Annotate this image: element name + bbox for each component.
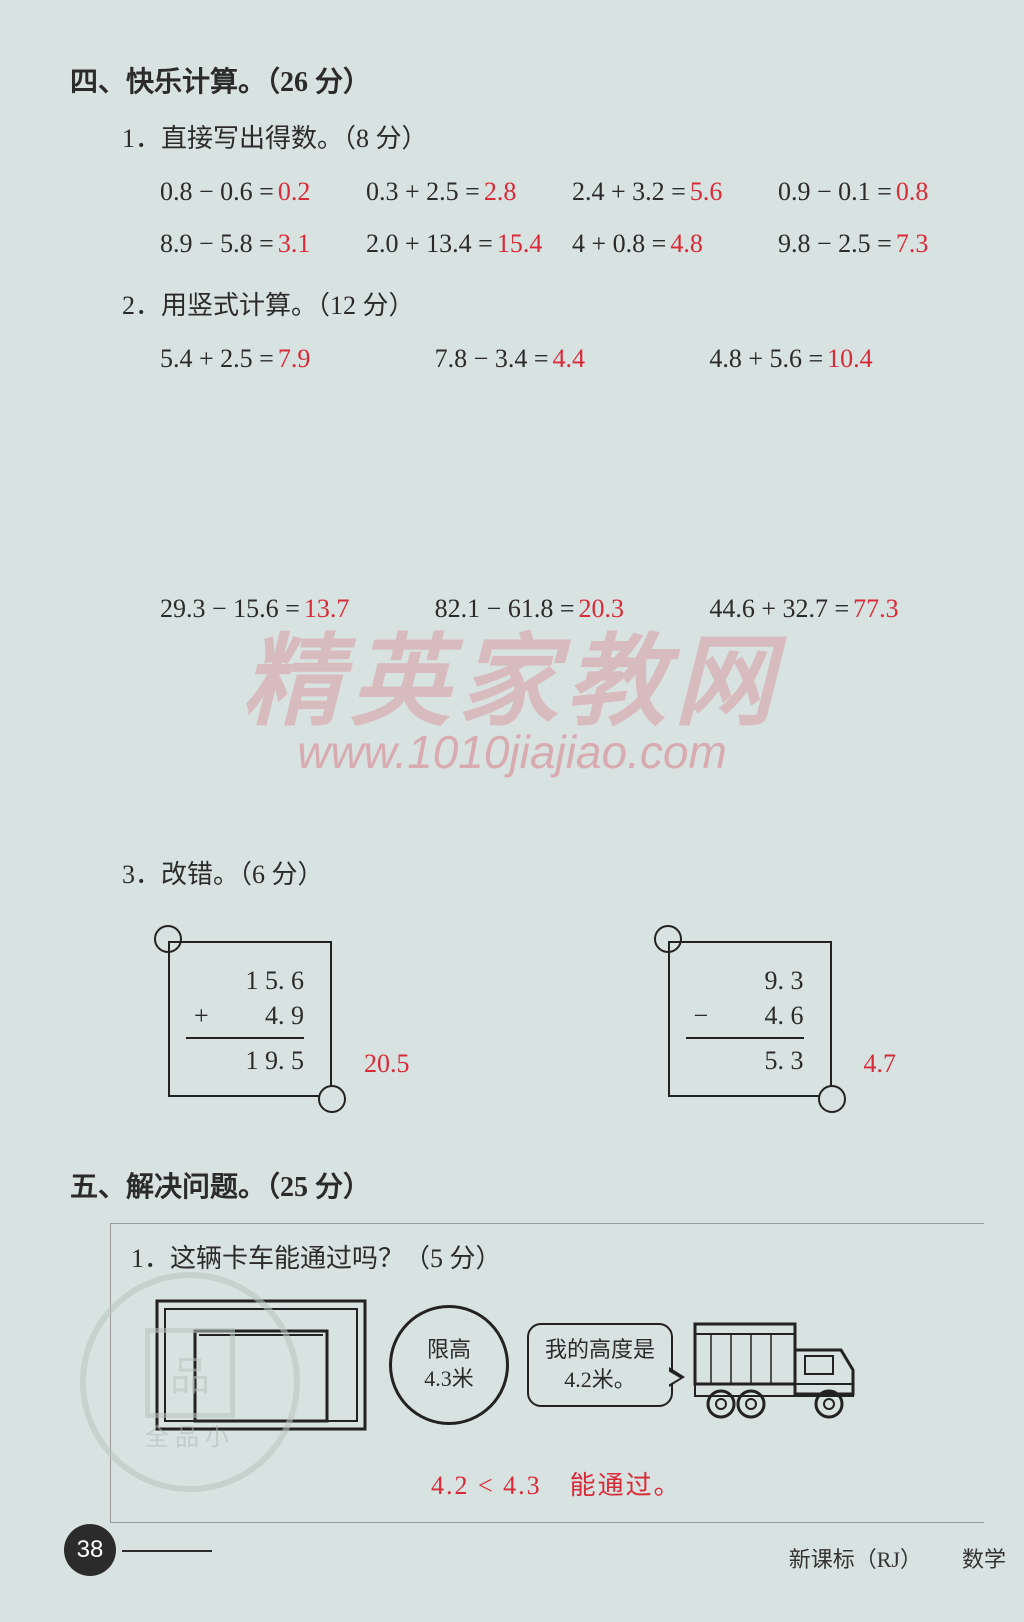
equation-answer: 7.3: [892, 229, 929, 258]
equation-expr: 0.8 − 0.6 =: [160, 177, 274, 206]
equation-cell: 4.8 + 5.6 =10.4: [709, 344, 984, 374]
correction-unit: 1 5. 6+4. 9 1 9. 5 20.5: [160, 919, 410, 1119]
seal-ring-text: 全品小: [86, 1417, 294, 1452]
bubble-line1: 我的高度是: [545, 1335, 655, 1365]
section-5-heading: 五、解决问题。（25 分）: [70, 1165, 984, 1205]
truck-illustration: [691, 1310, 861, 1420]
equation-expr: 2.0 + 13.4 =: [366, 229, 493, 258]
equation-answer: 0.2: [274, 177, 311, 206]
equation-cell: 0.3 + 2.5 =2.8: [366, 177, 572, 207]
equation-cell: 44.6 + 32.7 =77.3: [709, 594, 984, 624]
q5-1-title: 1．这辆卡车能通过吗？（5 分）: [131, 1238, 984, 1275]
equation-answer: 10.4: [823, 344, 873, 373]
equation-expr: 2.4 + 3.2 =: [572, 177, 686, 206]
equation-expr: 29.3 − 15.6 =: [160, 594, 300, 623]
equation-answer: 2.8: [480, 177, 517, 206]
q4-1-row1: 0.8 − 0.6 =0.20.3 + 2.5 =2.82.4 + 3.2 =5…: [160, 177, 984, 207]
equation-cell: 5.4 + 2.5 =7.9: [160, 344, 435, 374]
equation-cell: 2.0 + 13.4 =15.4: [366, 229, 572, 259]
equation-expr: 0.3 + 2.5 =: [366, 177, 480, 206]
equation-cell: 0.9 − 0.1 =0.8: [778, 177, 984, 207]
equation-expr: 44.6 + 32.7 =: [709, 594, 849, 623]
page-number-badge: 38: [64, 1524, 116, 1576]
q4-2-row2: 29.3 − 15.6 =13.782.1 − 61.8 =20.344.6 +…: [160, 594, 984, 624]
equation-answer: 15.4: [493, 229, 543, 258]
equation-answer: 0.8: [892, 177, 929, 206]
correction-answer: 4.7: [864, 959, 897, 1079]
q5-1-answer: 4.2 < 4.3 能通过。: [431, 1465, 984, 1502]
q4-1-row2: 8.9 − 5.8 =3.12.0 + 13.4 =15.44 + 0.8 =4…: [160, 229, 984, 259]
equation-cell: 0.8 − 0.6 =0.2: [160, 177, 366, 207]
height-limit-sign: 限高 4.3米: [389, 1305, 509, 1425]
vcalc-result: 1 9. 5: [160, 1043, 304, 1078]
seal-stamp: 品 全品小: [80, 1272, 300, 1492]
equation-expr: 5.4 + 2.5 =: [160, 344, 274, 373]
equation-answer: 7.9: [274, 344, 311, 373]
equation-expr: 4.8 + 5.6 =: [709, 344, 823, 373]
q4-1-title: 1．直接写出得数。（8 分）: [122, 118, 984, 155]
equation-answer: 5.6: [686, 177, 723, 206]
equation-cell: 9.8 − 2.5 =7.3: [778, 229, 984, 259]
vcalc-line1: 1 5. 6: [160, 963, 304, 998]
equation-expr: 8.9 − 5.8 =: [160, 229, 274, 258]
equation-answer: 3.1: [274, 229, 311, 258]
equation-cell: 29.3 − 15.6 =13.7: [160, 594, 435, 624]
page-number-line: [122, 1550, 212, 1552]
page-footer: 新课标（RJ） 数学: [789, 1542, 1006, 1574]
sign-line1: 限高: [427, 1336, 471, 1365]
equation-expr: 0.9 − 0.1 =: [778, 177, 892, 206]
vertical-calc-scroll: 9. 3−4. 6 5. 3: [660, 919, 840, 1119]
footer-curriculum: 新课标（RJ）: [789, 1542, 922, 1574]
vcalc-line2: −4. 6: [660, 998, 804, 1033]
equation-cell: 2.4 + 3.2 =5.6: [572, 177, 778, 207]
vcalc-result: 5. 3: [660, 1043, 804, 1078]
equation-answer: 4.4: [549, 344, 586, 373]
equation-answer: 20.3: [575, 594, 625, 623]
equation-answer: 77.3: [849, 594, 899, 623]
equation-answer: 13.7: [300, 594, 350, 623]
truck-speech-bubble: 我的高度是 4.2米。: [527, 1323, 673, 1406]
equation-expr: 4 + 0.8 =: [572, 229, 666, 258]
equation-expr: 9.8 − 2.5 =: [778, 229, 892, 258]
equation-cell: 7.8 − 3.4 =4.4: [435, 344, 710, 374]
vcalc-line1: 9. 3: [660, 963, 804, 998]
vcalc-line2: +4. 9: [160, 998, 304, 1033]
equation-answer: 4.8: [666, 229, 703, 258]
correction-unit: 9. 3−4. 6 5. 3 4.7: [660, 919, 897, 1119]
sign-line2: 4.3米: [424, 1365, 474, 1394]
seal-inner-char: 品: [145, 1328, 235, 1418]
q4-2-title: 2．用竖式计算。（12 分）: [122, 285, 984, 322]
q4-2-row1: 5.4 + 2.5 =7.97.8 − 3.4 =4.44.8 + 5.6 =1…: [160, 344, 984, 374]
equation-cell: 82.1 − 61.8 =20.3: [435, 594, 710, 624]
q4-3-title: 3．改错。（6 分）: [122, 854, 984, 891]
section-4-heading: 四、快乐计算。（26 分）: [70, 60, 984, 100]
bubble-line2: 4.2米。: [545, 1365, 655, 1395]
equation-expr: 7.8 − 3.4 =: [435, 344, 549, 373]
footer-subject: 数学: [962, 1542, 1006, 1574]
correction-answer: 20.5: [364, 959, 410, 1079]
equation-cell: 8.9 − 5.8 =3.1: [160, 229, 366, 259]
correction-scrolls: 1 5. 6+4. 9 1 9. 5 20.5 9. 3−4. 6 5. 3 4.7: [160, 919, 984, 1119]
equation-expr: 82.1 − 61.8 =: [435, 594, 575, 623]
equation-cell: 4 + 0.8 =4.8: [572, 229, 778, 259]
vertical-calc-scroll: 1 5. 6+4. 9 1 9. 5: [160, 919, 340, 1119]
